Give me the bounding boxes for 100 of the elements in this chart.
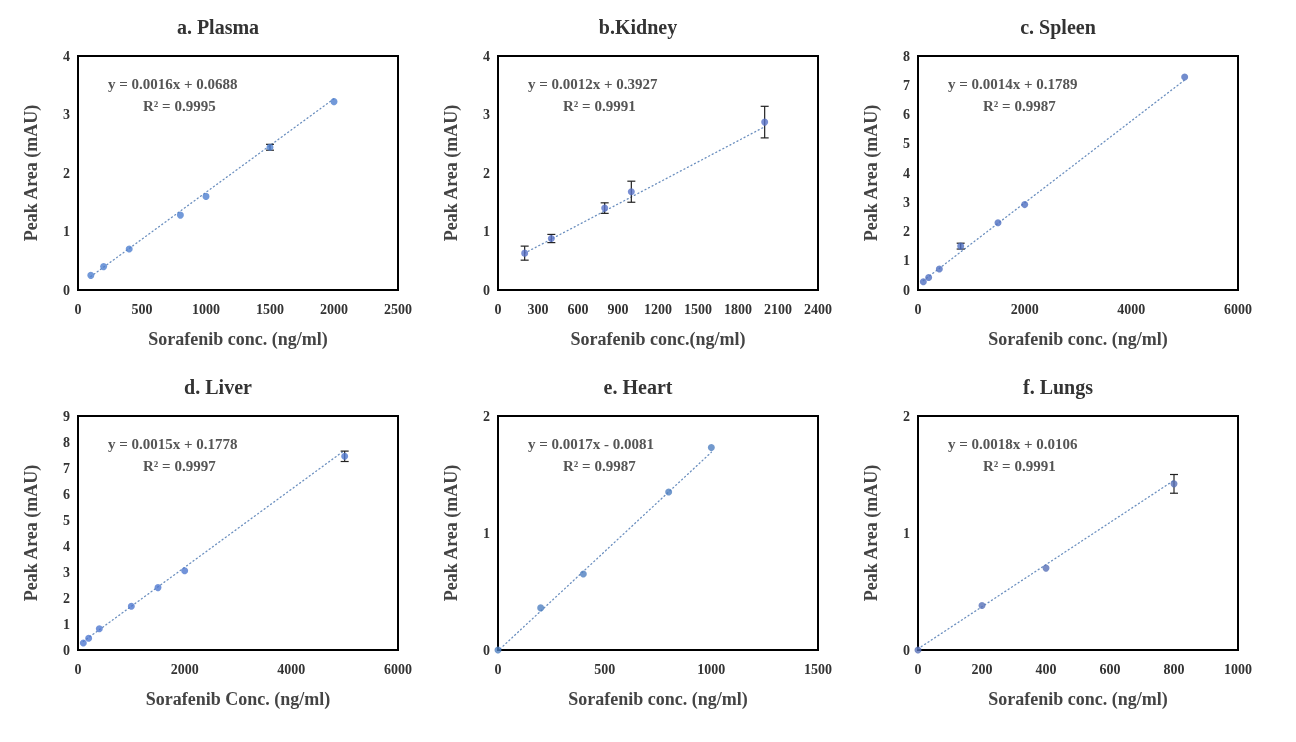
x-tick-label: 900 [607, 301, 629, 317]
point [978, 602, 986, 610]
y-tick-label: 9 [63, 408, 70, 424]
x-tick-label: 2100 [764, 301, 792, 317]
point [925, 273, 933, 281]
annotation: y = 0.0012x + 0.3927 [528, 75, 659, 92]
annotation: y = 0.0018x + 0.0106 [948, 435, 1079, 452]
x-axis-title: Sorafenib conc. (ng/ml) [988, 689, 1168, 710]
point [202, 192, 210, 200]
x-tick-label: 0 [914, 661, 922, 677]
point [85, 634, 93, 642]
annotation: R² = 0.9987 [563, 457, 637, 474]
point [935, 265, 943, 273]
chart-title: e. Heart [603, 376, 673, 398]
y-axis-title: Peak Area (mAU) [21, 464, 42, 602]
y-tick-label: 1 [63, 224, 70, 239]
y-tick-label: 1 [63, 616, 70, 632]
y-tick-label: 7 [903, 77, 910, 93]
x-tick-label: 1200 [644, 301, 672, 317]
chart-title: d. Liver [184, 376, 253, 398]
x-tick-label: 200 [971, 661, 993, 677]
x-tick-label: 1500 [256, 301, 284, 317]
point [761, 118, 769, 126]
x-tick-label: 1500 [684, 301, 712, 317]
annotation: R² = 0.9995 [143, 97, 216, 114]
y-tick-label: 6 [903, 107, 910, 122]
chart-title: b.Kidney [598, 16, 678, 39]
y-tick-label: 7 [63, 460, 70, 476]
point [181, 567, 189, 575]
y-tick-label: 5 [63, 512, 70, 528]
y-tick-label: 0 [903, 282, 910, 298]
y-tick-label: 1 [903, 525, 910, 541]
y-tick-label: 8 [63, 434, 70, 450]
x-tick-label: 0 [494, 301, 502, 317]
y-tick-label: 2 [483, 165, 490, 181]
point [1181, 73, 1189, 81]
x-tick-label: 0 [494, 661, 502, 677]
x-tick-label: 2000 [320, 301, 348, 317]
x-tick-label: 4000 [1117, 301, 1146, 317]
y-tick-label: 2 [903, 408, 910, 424]
x-tick-label: 1000 [192, 301, 220, 317]
point [707, 444, 715, 452]
y-tick-label: 4 [483, 48, 490, 64]
x-axis-title: Sorafenib conc. (ng/ml) [568, 689, 748, 710]
x-tick-label: 0 [74, 301, 82, 317]
x-tick-label: 2500 [384, 301, 412, 317]
y-tick-label: 3 [903, 194, 910, 210]
x-tick-label: 800 [1163, 661, 1185, 677]
chart-title: c. Spleen [1020, 16, 1096, 39]
x-tick-label: 0 [914, 301, 922, 317]
annotation: R² = 0.9997 [143, 457, 217, 474]
y-tick-label: 3 [483, 107, 490, 122]
x-tick-label: 300 [527, 301, 549, 317]
y-tick-label: 3 [63, 564, 70, 580]
annotation: R² = 0.9987 [983, 97, 1057, 114]
y-tick-label: 0 [63, 642, 70, 658]
y-tick-label: 0 [63, 282, 70, 298]
x-tick-label: 1000 [697, 661, 726, 677]
annotation: R² = 0.9991 [563, 97, 636, 114]
x-tick-label: 1500 [804, 661, 832, 677]
x-axis-title: Sorafenib conc.(ng/ml) [570, 329, 746, 350]
point [627, 188, 635, 196]
annotation: R² = 0.9991 [983, 457, 1056, 474]
point [537, 604, 545, 612]
y-tick-label: 2 [483, 408, 490, 424]
y-tick-label: 1 [483, 525, 490, 541]
y-tick-label: 0 [903, 642, 910, 658]
annotation: y = 0.0014x + 0.1789 [948, 75, 1078, 92]
x-tick-label: 2000 [1010, 301, 1039, 317]
chart-title: f. Lungs [1022, 376, 1094, 399]
x-tick-label: 6000 [1224, 301, 1252, 317]
y-axis-title: Peak Area (mAU) [861, 464, 882, 602]
x-tick-label: 6000 [384, 661, 412, 677]
x-tick-label: 400 [1035, 661, 1057, 677]
point [919, 278, 927, 286]
y-axis-title: Peak Area (mAU) [441, 464, 462, 602]
point [521, 249, 529, 257]
x-tick-label: 1000 [1224, 661, 1252, 677]
x-tick-label: 2400 [804, 301, 832, 317]
x-tick-label: 2000 [170, 661, 199, 677]
y-tick-label: 6 [63, 486, 70, 502]
point [95, 625, 103, 633]
y-tick-label: 0 [483, 642, 490, 658]
y-tick-label: 8 [903, 48, 910, 64]
point [125, 245, 133, 253]
point [665, 488, 673, 496]
y-tick-label: 2 [63, 590, 70, 606]
x-tick-label: 500 [131, 301, 153, 317]
point [154, 584, 162, 592]
annotation: y = 0.0015x + 0.1778 [108, 435, 238, 452]
y-tick-label: 5 [903, 136, 910, 152]
x-tick-label: 0 [74, 661, 82, 677]
point [100, 263, 108, 271]
point [176, 211, 184, 219]
y-tick-label: 4 [903, 165, 910, 181]
y-tick-label: 2 [63, 165, 70, 181]
point [127, 602, 135, 610]
y-axis-title: Peak Area (mAU) [441, 104, 462, 242]
y-tick-label: 1 [903, 253, 910, 269]
x-tick-label: 4000 [277, 661, 306, 677]
